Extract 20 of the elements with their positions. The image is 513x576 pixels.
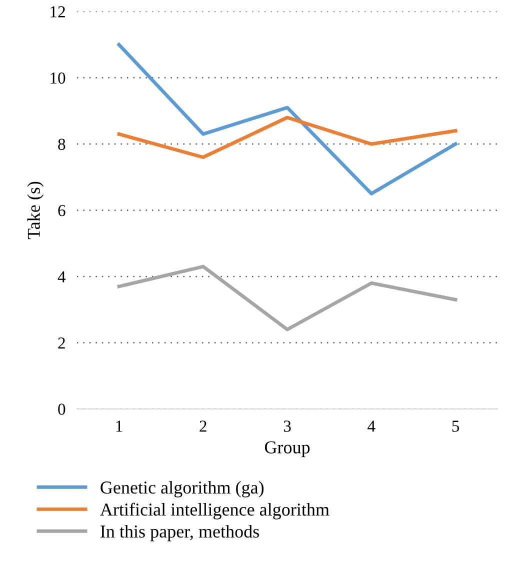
line-series xyxy=(117,42,458,196)
x-tick-label: 1 xyxy=(116,420,122,432)
y-tick-label: 2 xyxy=(58,337,65,349)
y-tick-label: 10 xyxy=(50,72,66,84)
x-axis-title: Group xyxy=(264,441,310,458)
line-series xyxy=(117,264,458,332)
line-series xyxy=(117,116,458,159)
x-tick-label: 5 xyxy=(452,420,460,432)
y-tick-label: 12 xyxy=(50,6,65,18)
y-tick-label: 6 xyxy=(58,204,66,216)
y-tick-label: 4 xyxy=(58,271,66,282)
y-axis-title: Take (s) xyxy=(27,182,44,240)
y-tick-label: 8 xyxy=(58,138,66,150)
y-tick-label: 0 xyxy=(58,404,66,415)
legend-label: Artificial intelligence algorithm xyxy=(100,502,330,520)
legend-label: In this paper, methods xyxy=(100,524,259,542)
x-tick-label: 3 xyxy=(284,420,291,432)
x-tick-label: 4 xyxy=(368,420,376,432)
x-tick-label: 2 xyxy=(200,420,206,432)
legend-label: Genetic algorithm (ga) xyxy=(100,480,264,498)
